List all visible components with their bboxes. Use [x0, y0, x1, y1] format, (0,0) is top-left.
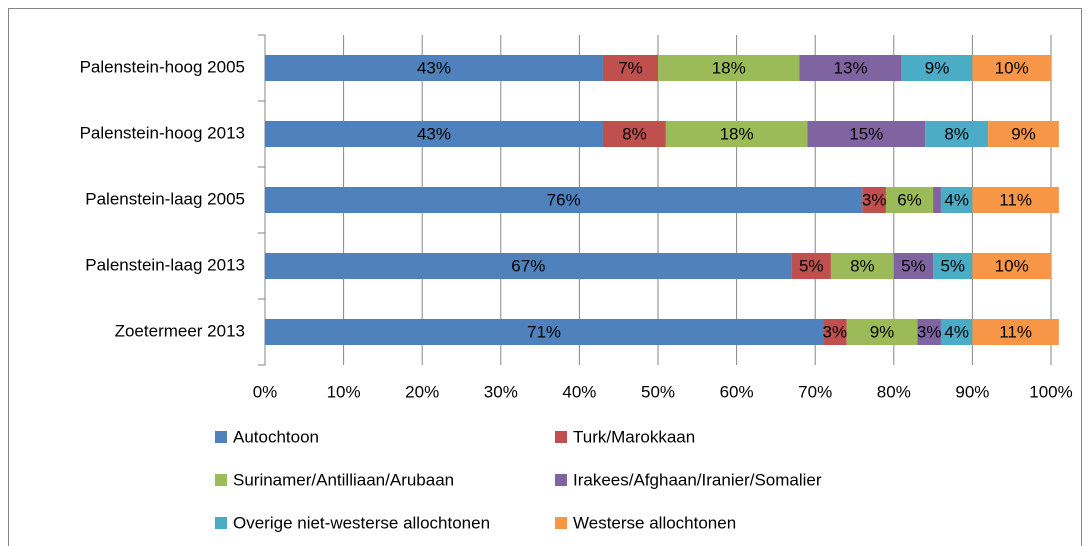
data-label: 3% — [917, 322, 942, 341]
bar-segment — [893, 253, 934, 279]
legend-label: Westerse allochtonen — [573, 513, 736, 532]
bar-segment — [846, 319, 918, 345]
x-tick-label: 40% — [562, 382, 596, 401]
data-label: 8% — [944, 124, 969, 143]
bar-segment — [807, 121, 926, 147]
bar-segment — [933, 187, 941, 213]
bar-segment — [933, 253, 973, 279]
data-label: 9% — [925, 58, 950, 77]
bar-segment — [972, 187, 1059, 213]
bar-segment — [823, 319, 847, 345]
bar-segment — [799, 55, 902, 81]
legend-swatch — [555, 431, 567, 443]
bar-segment — [885, 187, 934, 213]
data-label: 3% — [823, 322, 848, 341]
bar-segment — [972, 319, 1059, 345]
legend-swatch — [555, 517, 567, 529]
data-label: 8% — [622, 124, 647, 143]
x-tick-label: 50% — [641, 382, 675, 401]
bar-segment — [265, 187, 863, 213]
data-label: 6% — [897, 190, 922, 209]
bar-segment — [940, 187, 973, 213]
data-label: 71% — [527, 322, 561, 341]
bar-segment — [791, 253, 831, 279]
bar-segment — [925, 121, 989, 147]
data-label: 5% — [940, 256, 965, 275]
data-label: 9% — [870, 322, 895, 341]
data-label: 43% — [417, 58, 451, 77]
bar-segment — [940, 319, 973, 345]
legend-swatch — [215, 517, 227, 529]
legend-label: Turk/Marokkaan — [573, 427, 695, 446]
data-label: 11% — [999, 190, 1032, 209]
x-tick-label: 90% — [955, 382, 989, 401]
data-label: 43% — [417, 124, 451, 143]
x-tick-label: 30% — [484, 382, 518, 401]
data-label: 4% — [944, 322, 969, 341]
y-tick-label: Zoetermeer 2013 — [115, 321, 245, 340]
bar-segment — [602, 55, 658, 81]
data-label: 7% — [618, 58, 643, 77]
bar-segment — [665, 121, 808, 147]
legend-swatch — [215, 474, 227, 486]
x-tick-label: 10% — [327, 382, 361, 401]
y-tick-label: Palenstein-hoog 2005 — [80, 57, 245, 76]
data-label: 10% — [995, 256, 1029, 275]
legend-swatch — [555, 474, 567, 486]
legend-label: Irakees/Afghaan/Iranier/Somalier — [573, 470, 822, 489]
bar-segment — [972, 55, 1051, 81]
data-label: 67% — [511, 256, 545, 275]
x-tick-label: 60% — [720, 382, 754, 401]
y-tick-label: Palenstein-laag 2013 — [85, 255, 245, 274]
data-label: 11% — [999, 322, 1032, 341]
bar-segment — [265, 319, 824, 345]
bar-segment — [830, 253, 894, 279]
legend-label: Surinamer/Antilliaan/Arubaan — [233, 470, 454, 489]
x-tick-label: 0% — [253, 382, 278, 401]
bar-segment — [972, 253, 1051, 279]
bar-segment — [917, 319, 941, 345]
bar-segment — [658, 55, 800, 81]
legend-label: Autochtoon — [233, 427, 319, 446]
data-label: 3% — [862, 190, 887, 209]
x-tick-label: 80% — [877, 382, 911, 401]
x-tick-label: 100% — [1029, 382, 1072, 401]
y-tick-label: Palenstein-hoog 2013 — [80, 123, 245, 142]
bar-segment — [901, 55, 973, 81]
data-label: 5% — [901, 256, 926, 275]
bar-segment — [602, 121, 666, 147]
data-label: 8% — [850, 256, 875, 275]
legend-label: Overige niet-westerse allochtonen — [233, 513, 490, 532]
x-tick-label: 70% — [798, 382, 832, 401]
bar-segment — [265, 121, 603, 147]
bar-segment — [862, 187, 886, 213]
data-label: 9% — [1011, 124, 1036, 143]
data-label: 15% — [849, 124, 883, 143]
legend-swatch — [215, 431, 227, 443]
data-label: 10% — [995, 58, 1029, 77]
bar-segment — [265, 55, 603, 81]
bar-segment — [988, 121, 1059, 147]
data-label: 13% — [834, 58, 868, 77]
data-label: 5% — [799, 256, 824, 275]
bar-segment — [265, 253, 792, 279]
data-label: 4% — [944, 190, 969, 209]
data-label: 18% — [720, 124, 754, 143]
data-label: 18% — [712, 58, 746, 77]
x-tick-label: 20% — [405, 382, 439, 401]
data-label: 76% — [547, 190, 581, 209]
y-tick-label: Palenstein-laag 2005 — [85, 189, 245, 208]
